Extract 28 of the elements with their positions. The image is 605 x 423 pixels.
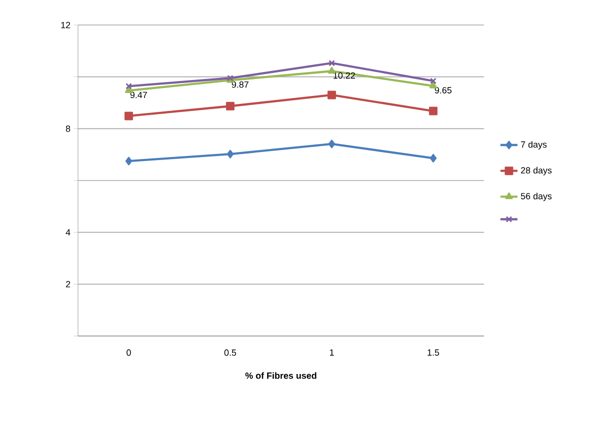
legend-label: 7 days [521, 141, 547, 150]
x-tick-label: 1 [330, 349, 334, 356]
legend-label: 56 days [520, 192, 552, 202]
y-tick-label: 4 [66, 229, 70, 236]
point [328, 66, 336, 74]
point [429, 82, 438, 88]
point [328, 90, 336, 100]
legend-label: 28 days [521, 166, 552, 176]
data-label: 9.65 [434, 87, 452, 94]
data-label: 9.47 [130, 92, 147, 98]
data-label: 9.87 [232, 81, 248, 88]
x-axis-title: % of Fibres used [245, 372, 316, 379]
y-tick-label: 8 [66, 125, 70, 132]
point [328, 60, 335, 66]
point [226, 150, 234, 158]
point [226, 102, 234, 110]
x-tick-label: 0 [126, 349, 131, 356]
point [124, 86, 133, 94]
point [430, 154, 437, 162]
point [125, 156, 132, 166]
x-tick-label: 1.5 [428, 349, 440, 356]
point [124, 112, 133, 120]
y-tick-label: 12 [61, 22, 70, 28]
y-tick-label: 2 [66, 281, 70, 288]
point [429, 106, 438, 116]
x-tick-label: 0.5 [224, 349, 236, 356]
data-label: 10.22 [334, 72, 355, 79]
point [328, 140, 336, 148]
